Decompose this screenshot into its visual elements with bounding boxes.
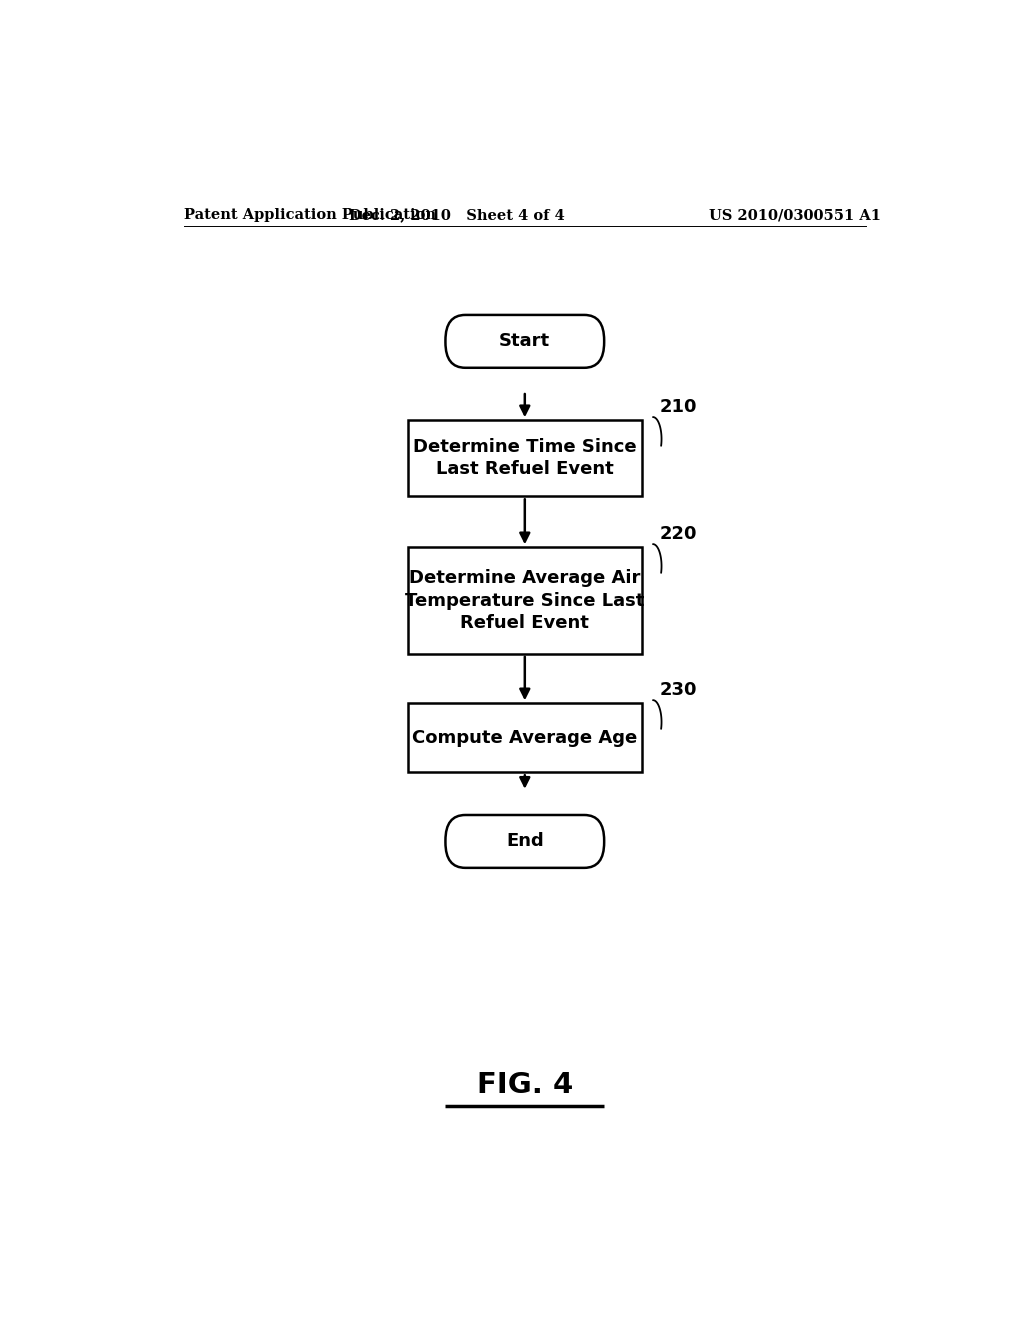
Text: Determine Average Air
Temperature Since Last
Refuel Event: Determine Average Air Temperature Since … (406, 569, 644, 632)
Bar (408, 548, 642, 653)
Bar (408, 704, 642, 772)
Text: US 2010/0300551 A1: US 2010/0300551 A1 (709, 209, 881, 222)
Text: End: End (506, 833, 544, 850)
Bar (408, 420, 642, 496)
Text: Compute Average Age: Compute Average Age (413, 729, 637, 747)
Text: 210: 210 (659, 399, 696, 416)
Text: FIG. 4: FIG. 4 (477, 1072, 572, 1100)
Text: Dec. 2, 2010   Sheet 4 of 4: Dec. 2, 2010 Sheet 4 of 4 (349, 209, 565, 222)
Text: Determine Time Since
Last Refuel Event: Determine Time Since Last Refuel Event (413, 438, 637, 478)
FancyBboxPatch shape (445, 315, 604, 368)
Text: Start: Start (500, 333, 550, 350)
Text: 230: 230 (659, 681, 696, 700)
Text: 220: 220 (659, 525, 696, 543)
Text: Patent Application Publication: Patent Application Publication (183, 209, 435, 222)
FancyBboxPatch shape (445, 814, 604, 867)
